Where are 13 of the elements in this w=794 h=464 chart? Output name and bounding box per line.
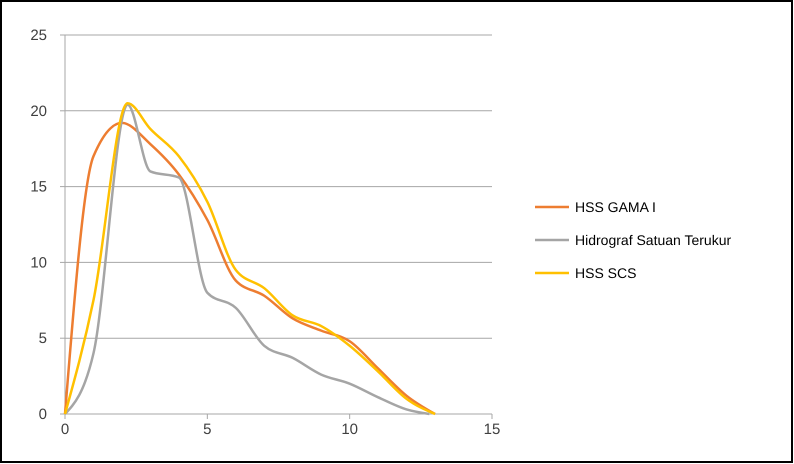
x-tick-label: 0 xyxy=(60,421,70,438)
y-tick-label: 15 xyxy=(30,178,47,196)
y-tick-label: 5 xyxy=(38,330,47,348)
y-tick-label: 0 xyxy=(38,406,47,423)
y-tick-label: 20 xyxy=(30,102,47,120)
x-tick-label: 5 xyxy=(203,421,212,438)
legend-label: HSS SCS xyxy=(575,265,636,281)
legend-label: HSS GAMA I xyxy=(575,199,656,215)
y-tick-label: 25 xyxy=(30,27,47,44)
y-tick-label: 10 xyxy=(30,254,47,272)
x-tick-label: 10 xyxy=(341,421,358,438)
x-tick-label: 15 xyxy=(484,421,500,438)
legend-label: Hidrograf Satuan Terukur xyxy=(575,232,732,248)
